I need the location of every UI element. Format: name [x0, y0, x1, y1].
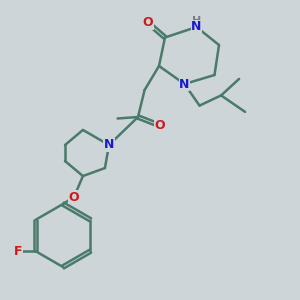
Text: O: O — [69, 190, 79, 203]
Text: N: N — [104, 139, 114, 152]
Text: O: O — [142, 16, 153, 29]
Text: F: F — [14, 245, 22, 258]
Text: H: H — [193, 16, 202, 26]
Text: N: N — [179, 77, 190, 91]
Text: N: N — [191, 20, 202, 34]
Text: O: O — [154, 119, 165, 132]
